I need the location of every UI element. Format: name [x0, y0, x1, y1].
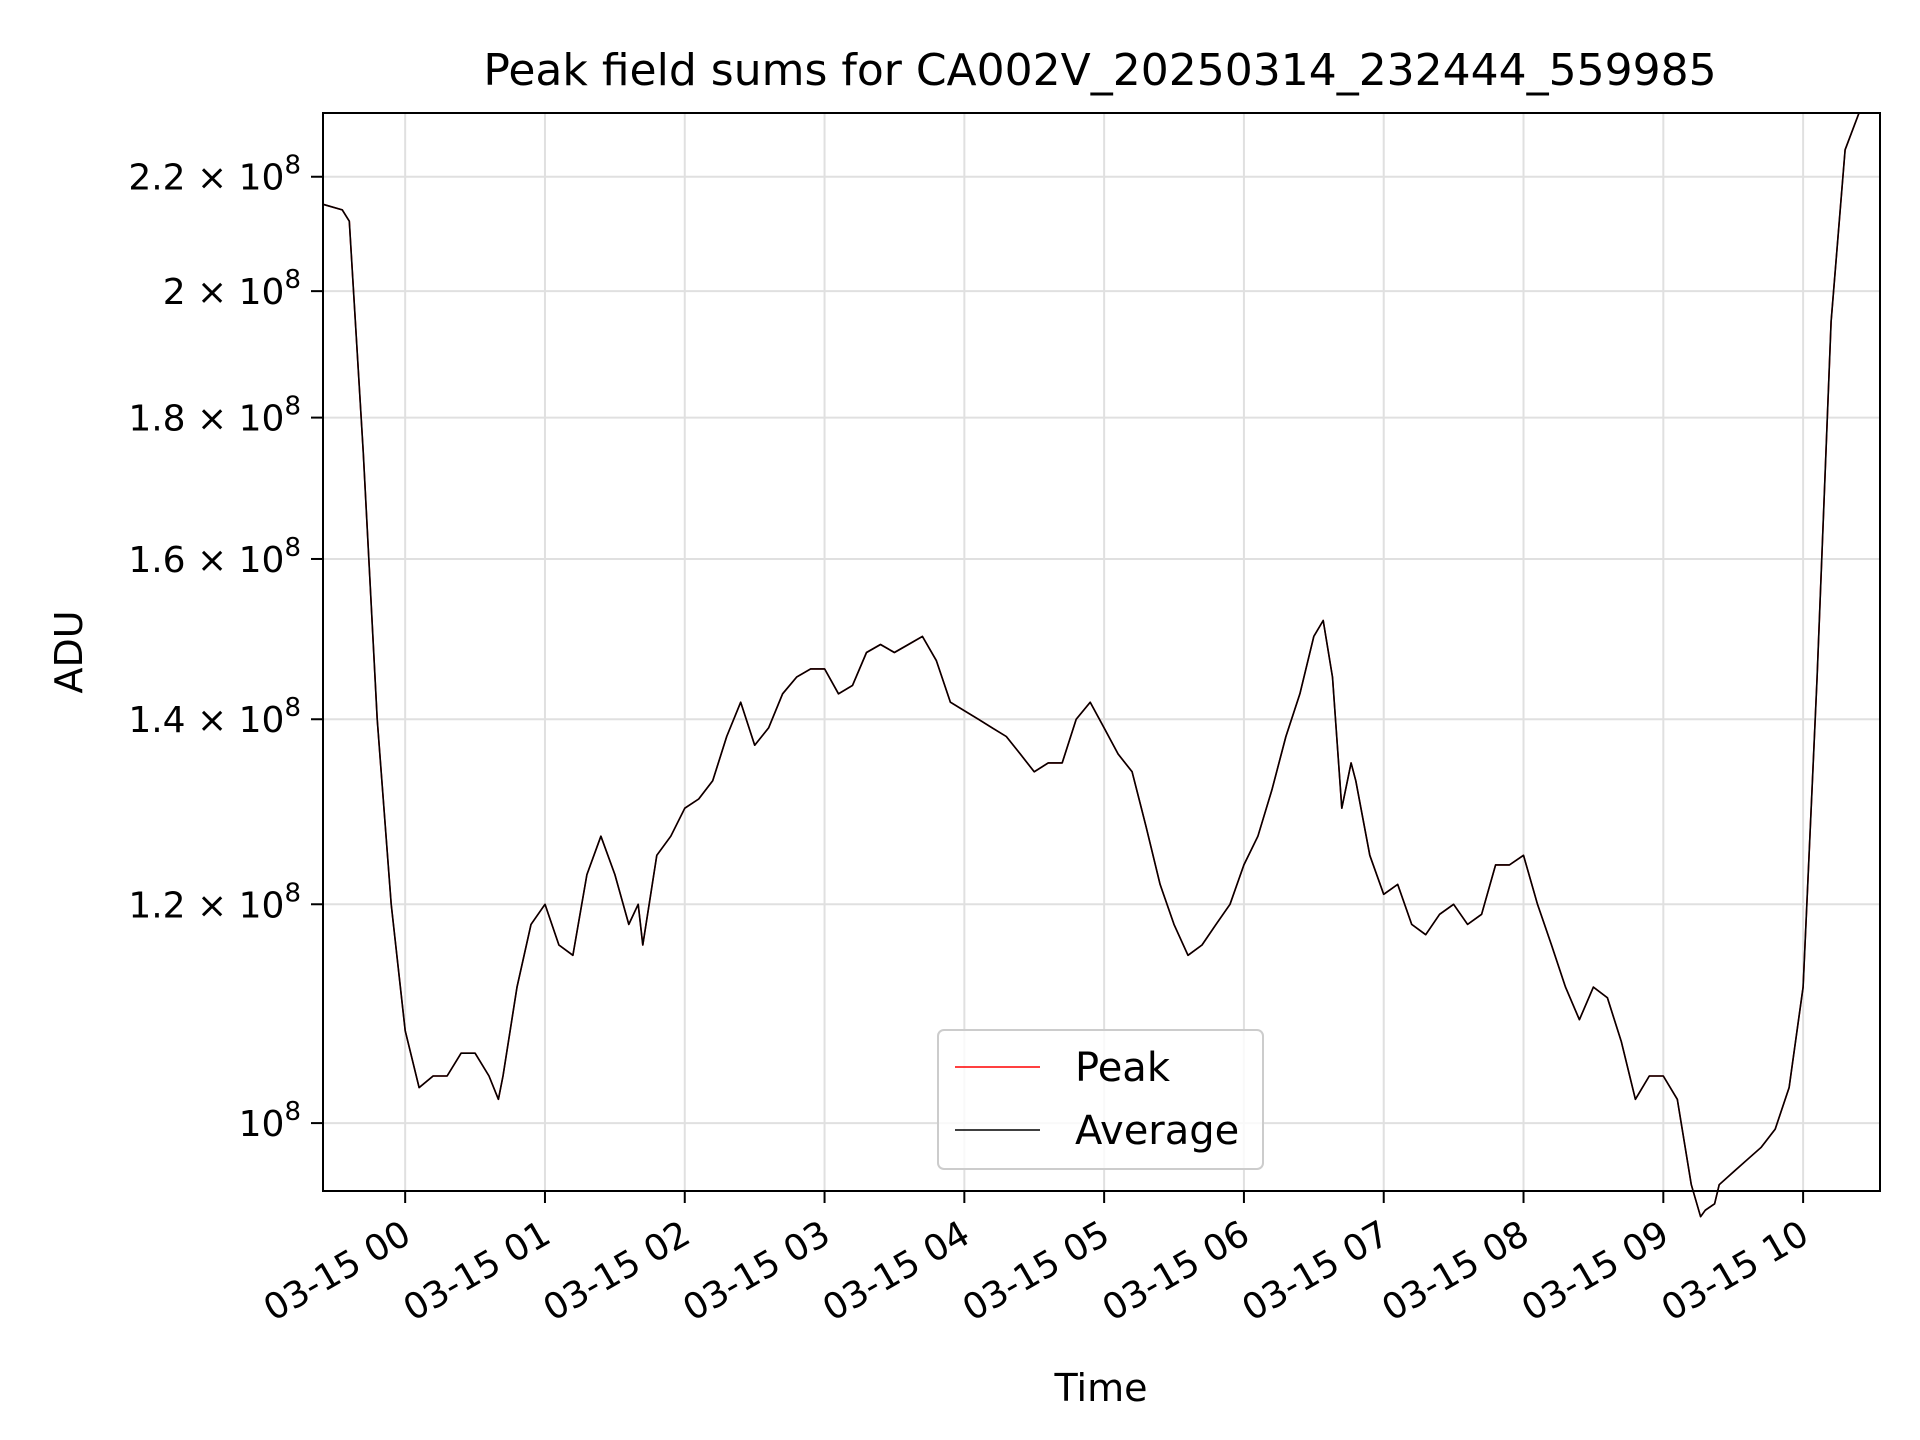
y-axis: 108 1.2 × 108 1.4 × 108 1.6 × 108 1.8 × 108 2… — [128, 151, 323, 1145]
legend: Peak Average — [937, 1029, 1264, 1170]
legend-peak-label: Peak — [1075, 1045, 1171, 1091]
y-tick-label: 2 × 108 — [163, 265, 301, 313]
y-tick-label: 1.2 × 108 — [128, 878, 301, 926]
legend-box — [937, 1029, 1264, 1170]
grid — [323, 113, 1880, 1191]
plot-frame — [322, 112, 1881, 1192]
y-axis-label: ADU — [47, 610, 91, 693]
y-tick-label: 108 — [239, 1097, 301, 1145]
y-tick-label: 2.2 × 108 — [128, 151, 301, 199]
y-tick-label: 1.8 × 108 — [128, 392, 301, 440]
x-axis-label: Time — [1054, 1366, 1148, 1410]
series-line-average — [322, 112, 1860, 1218]
series-layer — [322, 112, 1860, 1218]
chart-title: Peak field sums for CA002V_20250314_2324… — [483, 45, 1716, 96]
y-tick-label: 1.6 × 108 — [128, 533, 301, 581]
legend-average-label: Average — [1075, 1108, 1239, 1154]
y-tick-label: 1.4 × 108 — [128, 693, 301, 741]
